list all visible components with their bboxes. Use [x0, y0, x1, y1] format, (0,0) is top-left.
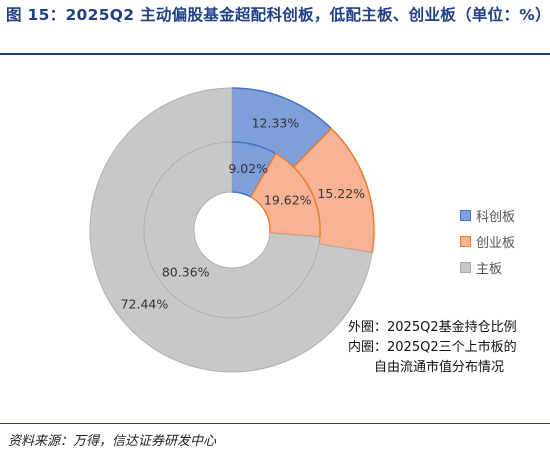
legend-label-chinext: 创业板: [476, 235, 516, 251]
source-rule: [0, 423, 550, 424]
chart-legend: 科创板 创业板 主板: [460, 202, 515, 280]
note-inner-ring-cont: 自由流通市值分布情况: [374, 360, 505, 375]
legend-swatch-chinext: [460, 235, 471, 247]
figure-title: 图 15：2025Q2 主动偏股基金超配科创板，低配主板、创业板（单位：%）: [6, 6, 550, 24]
inner-label-chinext: 19.62%: [264, 193, 312, 208]
ring-note: 外圈：2025Q2基金持仓比例 内圈：2025Q2三个上市板的 自由流通市值分布…: [348, 318, 517, 378]
outer-label-star-market: 12.33%: [252, 116, 300, 131]
legend-label-main-board: 主板: [476, 261, 503, 277]
outer-label-main-board: 72.44%: [121, 297, 169, 312]
inner-label-star-market: 9.02%: [228, 161, 268, 176]
legend-swatch-main-board: [460, 261, 471, 273]
source-note: 资料来源：万得，信达证券研发中心: [8, 434, 217, 449]
note-inner-ring: 内圈：2025Q2三个上市板的: [348, 340, 517, 355]
legend-swatch-star-market: [460, 209, 471, 221]
outer-label-chinext: 15.22%: [317, 186, 365, 201]
nested-donut-chart: 12.33% 15.22% 72.44% 9.02% 19.62% 80.36%: [89, 87, 375, 373]
inner-slice-main-board: [143, 141, 321, 319]
inner-label-main-board: 80.36%: [162, 265, 210, 280]
legend-item-chinext: 创业板: [460, 228, 515, 254]
title-rule: [0, 53, 550, 55]
note-outer-ring: 外圈：2025Q2基金持仓比例: [348, 320, 517, 335]
legend-label-star-market: 科创板: [476, 209, 516, 225]
legend-item-star-market: 科创板: [460, 202, 515, 228]
legend-item-main-board: 主板: [460, 254, 515, 280]
